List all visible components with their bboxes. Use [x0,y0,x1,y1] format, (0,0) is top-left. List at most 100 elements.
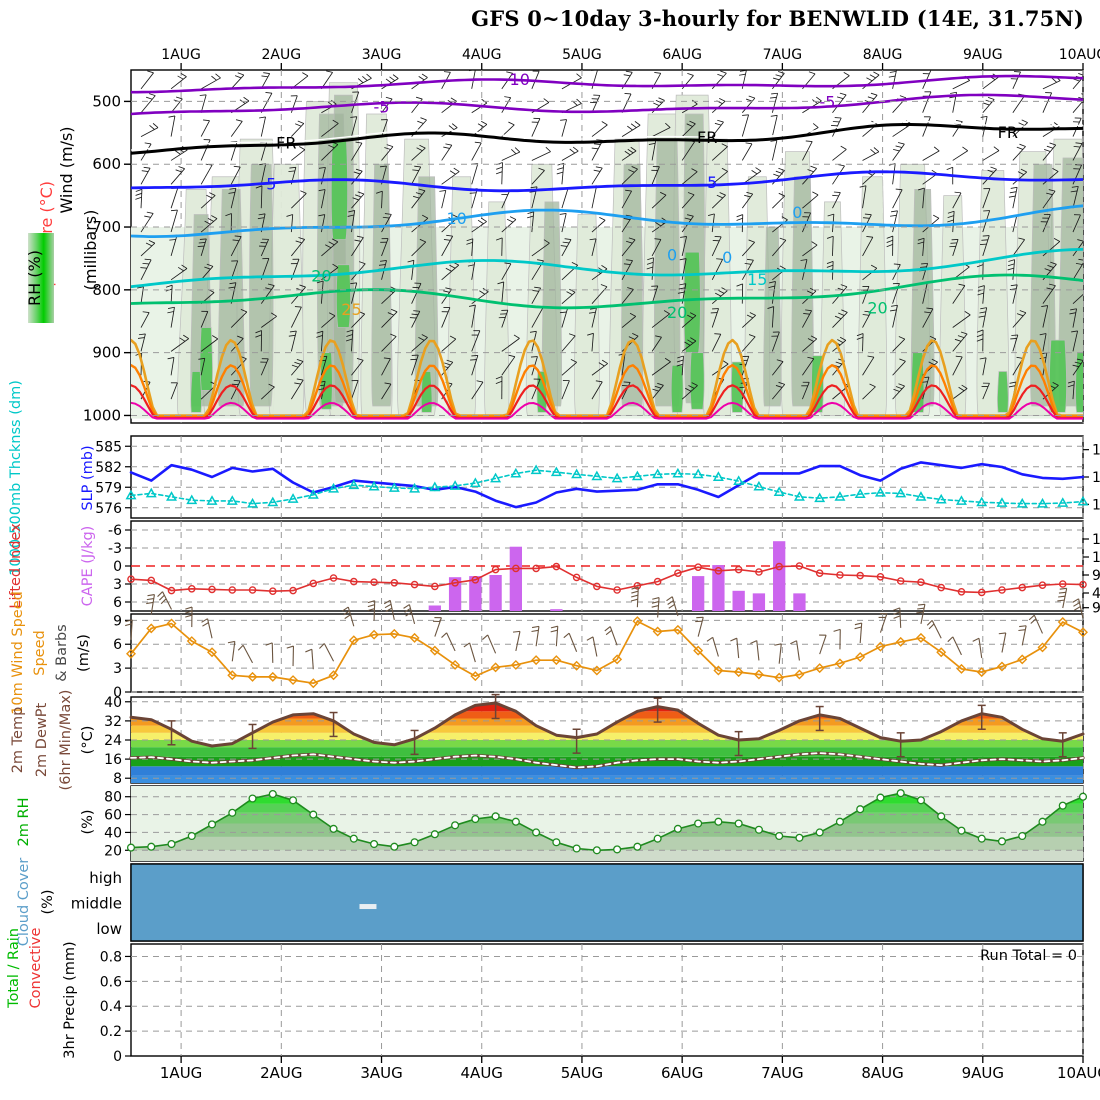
wind-barb-flag [412,169,419,171]
lifted-index-marker [856,571,864,580]
wind-barb-flag [291,364,299,368]
wind-barb [711,146,728,161]
wind-barb-flag [665,122,671,128]
wind-barb-flag [667,600,674,605]
dewpt-line [130,752,1084,769]
wind-barb-flag [867,96,875,100]
thickness-marker [611,472,623,483]
lifted-index-marker [734,565,743,574]
wind-barb-flag [259,116,266,119]
thickness-marker [672,467,684,478]
wind-barb-flag [678,287,686,290]
wind-barb [982,307,988,328]
wind-speed-marker [1078,627,1088,638]
wind-barb-flag [1046,192,1053,196]
wind-barb-flag [387,312,395,316]
wind-barb [711,308,719,328]
wind-barb [200,238,207,257]
rh-marker [511,817,520,826]
cape-bar [752,593,766,611]
wind-barb [952,356,963,376]
wind-barb-flag [390,308,398,313]
wind-barb [952,388,968,400]
rh-marker [734,819,743,828]
wind-barb [515,631,521,652]
axis-tick-label: 0 [113,1049,122,1065]
wind-barb-flag [1084,286,1090,289]
wind-speed-marker [429,645,440,656]
wind-barb-flag [403,604,410,609]
wind-barb [772,361,784,376]
wind-speed-marker [267,671,278,682]
wind-barb [741,114,750,137]
lifted-index-marker [390,579,399,587]
wind-barb-flag [816,96,822,102]
rh-marker [491,812,500,821]
rh-plume [819,201,846,416]
isotherm [131,204,1083,239]
wind-barb [140,167,151,185]
wind-barb [982,150,1000,161]
wind-barb-flag [598,362,605,367]
wind-barb-flag [654,238,661,240]
wind-barb [1072,330,1079,352]
wind-barb [621,124,641,137]
isotherm [131,93,1083,116]
lifted-index-marker [370,578,378,587]
wind-barb-flag [898,383,905,387]
wind-barb [411,311,421,328]
wind-barb-flag [563,632,570,639]
wind-barb [230,74,245,90]
wind-barb-flag [198,357,205,360]
lifted-index-marker [917,578,925,587]
rh-marker [997,837,1007,846]
wind-barb [1078,598,1084,619]
wind-barb-flag [629,312,636,317]
wind-barb-flag [862,314,870,316]
wind-barb-flag [255,185,263,189]
wind-barb-flag [979,311,986,314]
wind-barb-flag [495,380,503,385]
wind-speed-marker [612,654,623,665]
wind-barb-flag [668,603,675,609]
wind-barb [802,338,818,352]
wind-barb [230,166,241,185]
thickness-marker [145,487,157,498]
wind-barb [892,361,906,376]
wind-speed-marker [1037,642,1048,653]
wind-barb-flag [328,241,335,246]
wind-barb [1042,333,1047,352]
wind-barb-flag [477,219,484,225]
wind-barb [140,127,159,137]
wind-speed-marker [409,632,420,643]
contour-label: 10 [447,209,467,228]
x-tick-label-bottom: 10AUG [1057,1064,1100,1082]
wind-barb-flag [495,376,503,380]
wind-barb-flag [748,95,756,99]
wind-barb [802,358,815,376]
rh2m-axis-label: 2m RH [16,798,32,847]
wind-barb-flag [746,258,754,261]
wind-speed-marker [794,669,805,680]
wind-barb [501,190,510,209]
wind-barb [290,306,302,328]
wind-barb [741,259,754,281]
wind-speed-marker [753,669,764,680]
wind-barb-flag [295,123,302,127]
wind-barb-flag [384,213,392,215]
lifted-index-marker [795,562,804,570]
wind-barb [1072,360,1083,376]
wind-barb-flag [421,214,429,219]
wind-barb [381,191,383,209]
wind-barb-flag [234,235,242,237]
pressure-axis-label: (millibars) [81,210,100,291]
wind-barb-flag [686,123,693,127]
wind-barb [636,587,639,608]
wind-barb [381,383,392,400]
wind-barb [892,210,898,233]
wind-barb-flag [342,606,349,612]
lifted-index-marker [451,579,459,587]
axis-tick-label: 3 [113,661,122,677]
wind-barb-flag [899,358,906,362]
wind-barb [982,285,985,304]
